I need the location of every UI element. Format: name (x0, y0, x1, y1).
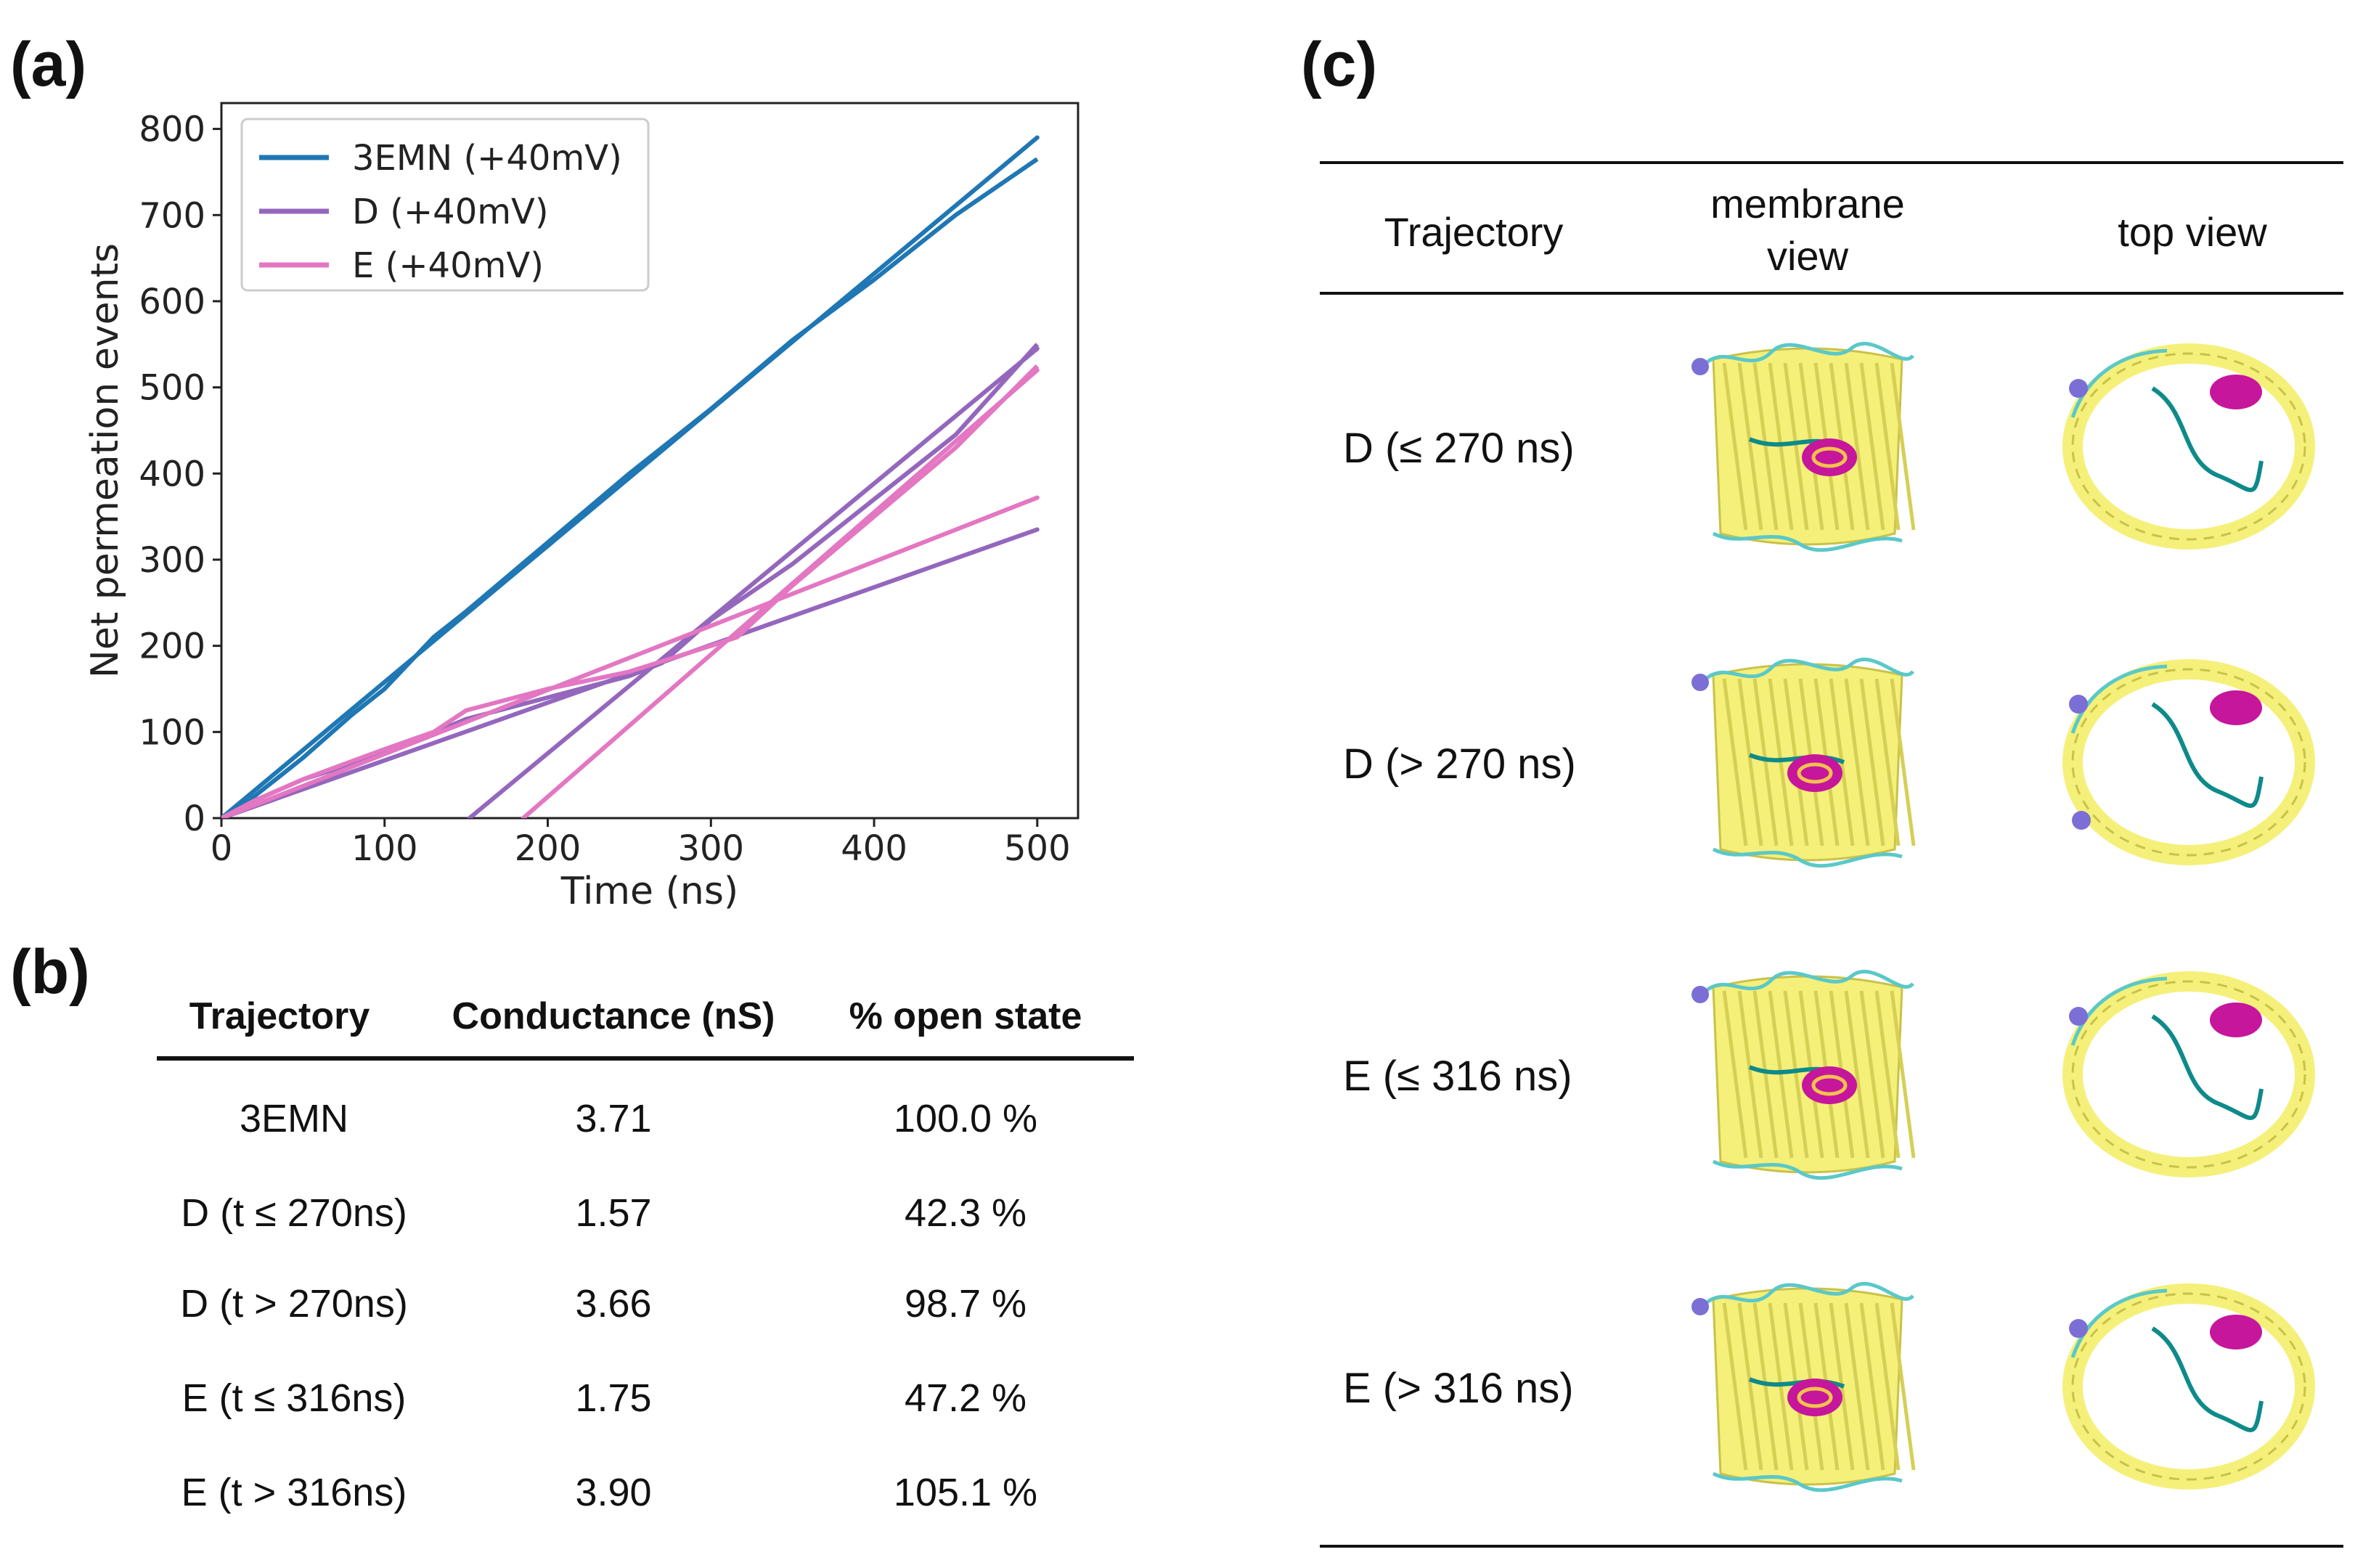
table-c-row-label: E (> 316 ns) (1343, 1365, 1574, 1412)
table-b-cell-open-state: 42.3 % (904, 1191, 1027, 1235)
table-c-row-label: D (≤ 270 ns) (1343, 425, 1575, 472)
table-b-cell-conductance: 1.75 (575, 1376, 652, 1420)
plot-frame (220, 102, 1080, 820)
series-fit-line (221, 495, 1040, 818)
x-tick-label: 0 (211, 828, 233, 869)
y-tick-label: 100 (139, 712, 205, 753)
x-tick-label: 100 (351, 828, 418, 869)
y-tick-label: 700 (139, 195, 205, 236)
table-b-rule (157, 1056, 1134, 1061)
plot-area (221, 135, 1040, 818)
table-b-header-trajectory: Trajectory (189, 995, 370, 1037)
table-b-header-conductance: Conductance (nS) (452, 995, 775, 1037)
table-b-cell-open-state: 47.2 % (904, 1376, 1027, 1420)
y-tick-label: 200 (139, 626, 205, 667)
legend-entry: E (+40mV) (352, 245, 544, 286)
table-c-header-trajectory: Trajectory (1384, 209, 1564, 255)
table-c-row-label: D (> 270 ns) (1343, 740, 1576, 788)
table-c-row-label: E (≤ 316 ns) (1343, 1053, 1572, 1100)
membrane-view-structure (1691, 1281, 1916, 1493)
panel-label-a: (a) (10, 30, 87, 99)
table-b-cell-conductance: 3.90 (575, 1471, 652, 1514)
x-tick-label: 500 (1004, 828, 1071, 869)
series-fit-line (467, 346, 1040, 818)
y-tick-label: 0 (183, 799, 205, 839)
panel-label-c: (c) (1301, 30, 1378, 99)
legend: 3EMN (+40mV) D (+40mV) E (+40mV) (240, 118, 650, 292)
membrane-view-structure (1691, 341, 1916, 552)
legend-box (240, 118, 650, 292)
table-b-cell-open-state: 100.0 % (893, 1097, 1038, 1140)
y-tick-label: 300 (139, 540, 205, 581)
legend-entry: 3EMN (+40mV) (352, 138, 622, 179)
table-b-cell-trajectory: E (t ≤ 316ns) (181, 1376, 407, 1420)
y-tick-label: 500 (139, 368, 205, 409)
table-b-cell-trajectory: D (t > 270ns) (180, 1282, 408, 1326)
y-axis-label: Net permeation events (83, 243, 127, 678)
table-c-header-top-view: top view (2118, 209, 2267, 255)
x-tick-label: 200 (515, 828, 581, 869)
series-fit-line (221, 135, 1040, 818)
legend-entry: D (+40mV) (352, 192, 549, 232)
table-b-cell-open-state: 105.1 % (893, 1471, 1038, 1514)
table-c-top-rule (1320, 161, 2343, 164)
y-tick-label: 600 (139, 282, 205, 322)
y-tick-label: 800 (139, 110, 205, 150)
top-view-structure (2062, 971, 2315, 1177)
top-view-structure (2062, 1283, 2315, 1490)
table-b-cell-conductance: 1.57 (575, 1191, 652, 1235)
table-c-header-membrane-view: membrane view (1710, 181, 1905, 279)
membrane-view-structure (1691, 657, 1916, 868)
table-b-cell-open-state: 98.7 % (904, 1282, 1027, 1326)
table-b-header-open-state: % open state (849, 995, 1082, 1037)
permeation-chart: 0 100 200 300 400 500 0 100 200 300 400 500 600 700 80… (83, 102, 1080, 913)
table-b-cell-trajectory: 3EMN (239, 1097, 349, 1140)
table-b-cell-trajectory: D (t ≤ 270ns) (181, 1191, 407, 1235)
series-trajectory-line (221, 343, 1040, 818)
y-tick-label: 400 (139, 454, 205, 494)
top-view-structure (2062, 659, 2315, 865)
table-b-cell-conductance: 3.66 (575, 1282, 652, 1326)
x-axis-label: Time (ns) (560, 870, 738, 913)
membrane-view-structure (1691, 969, 1916, 1180)
top-view-structure (2062, 343, 2315, 550)
table-c-bottom-rule (1320, 1545, 2343, 1548)
panel-label-b: (b) (10, 937, 90, 1007)
x-tick-label: 300 (677, 828, 744, 869)
table-b-cell-trajectory: E (t > 316ns) (181, 1471, 407, 1514)
table-b-cell-conductance: 3.71 (575, 1097, 652, 1140)
series-trajectory-line (221, 364, 1039, 818)
series-trajectory-line (221, 157, 1039, 818)
x-tick-label: 400 (841, 828, 907, 869)
table-c-header-rule (1320, 292, 2343, 295)
